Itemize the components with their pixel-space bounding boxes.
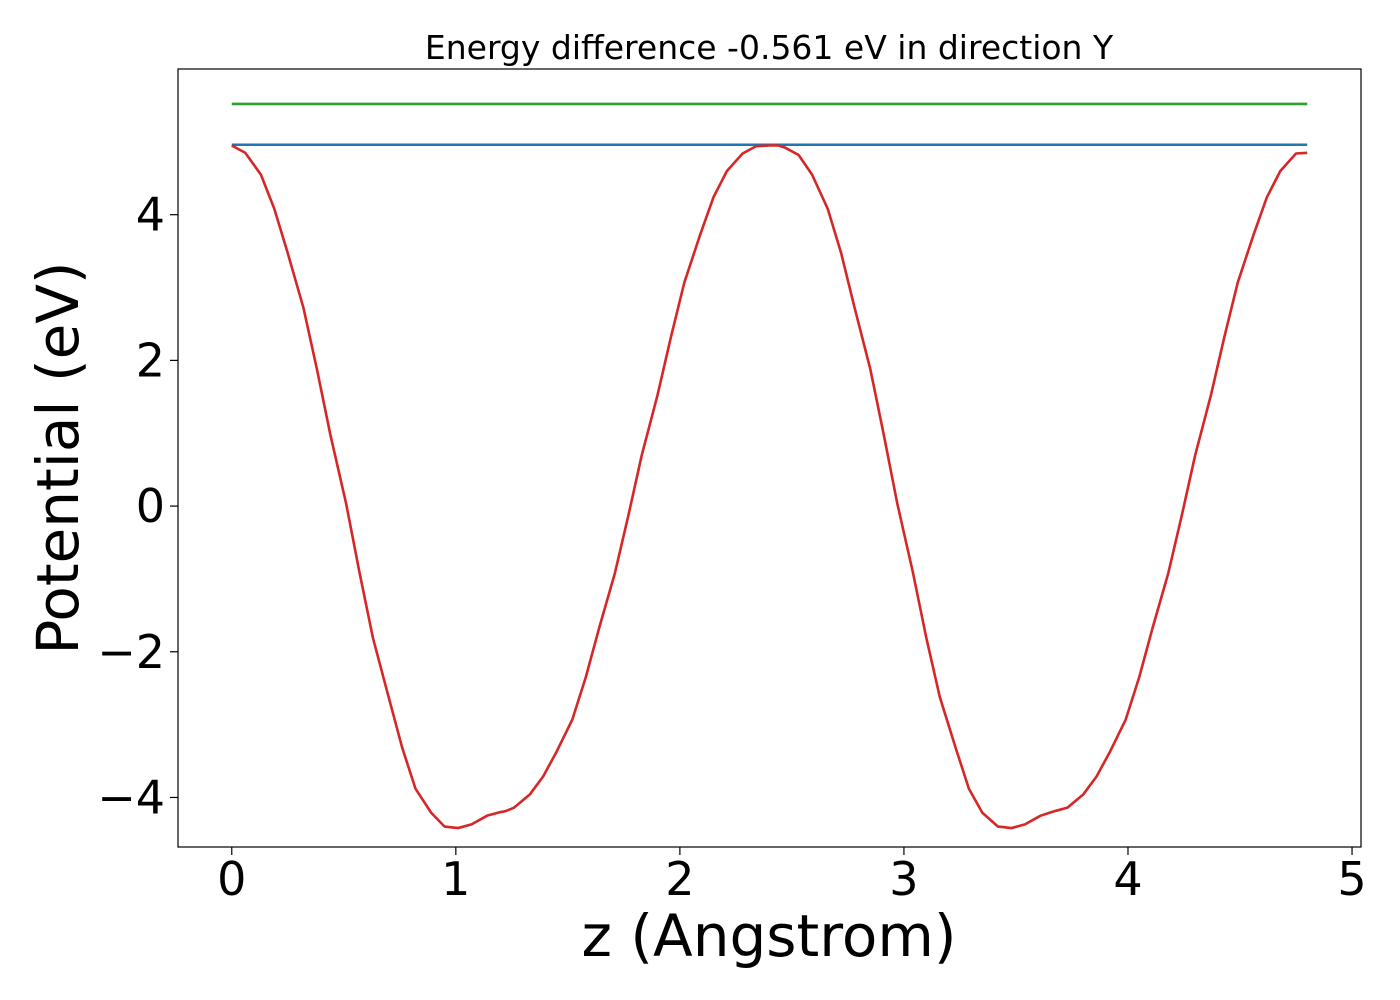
- y-tick-label: 0: [136, 479, 165, 533]
- x-tick-label: 5: [1337, 852, 1366, 906]
- x-tick-label: 3: [889, 852, 918, 906]
- x-axis-label: z (Angstrom): [582, 902, 957, 970]
- x-axis: 0 1 2 3 4 5: [217, 847, 1367, 906]
- series-line-3: [231, 144, 1308, 830]
- y-tick-label: −2: [97, 625, 165, 679]
- x-tick-label: 4: [1113, 852, 1142, 906]
- x-tick-label: 0: [217, 852, 246, 906]
- series-layer: [231, 102, 1308, 830]
- y-axis-label: Potential (eV): [24, 261, 92, 654]
- x-tick-label: 1: [441, 852, 470, 906]
- y-tick-label: −4: [97, 770, 165, 824]
- plot-area: [177, 68, 1362, 848]
- x-tick-label: 2: [665, 852, 694, 906]
- chart-title: Energy difference -0.561 eV in direction…: [425, 28, 1114, 67]
- y-tick-label: 4: [136, 188, 165, 242]
- y-tick-label: 2: [136, 333, 165, 387]
- y-axis: −4 −2 0 2 4: [97, 188, 178, 824]
